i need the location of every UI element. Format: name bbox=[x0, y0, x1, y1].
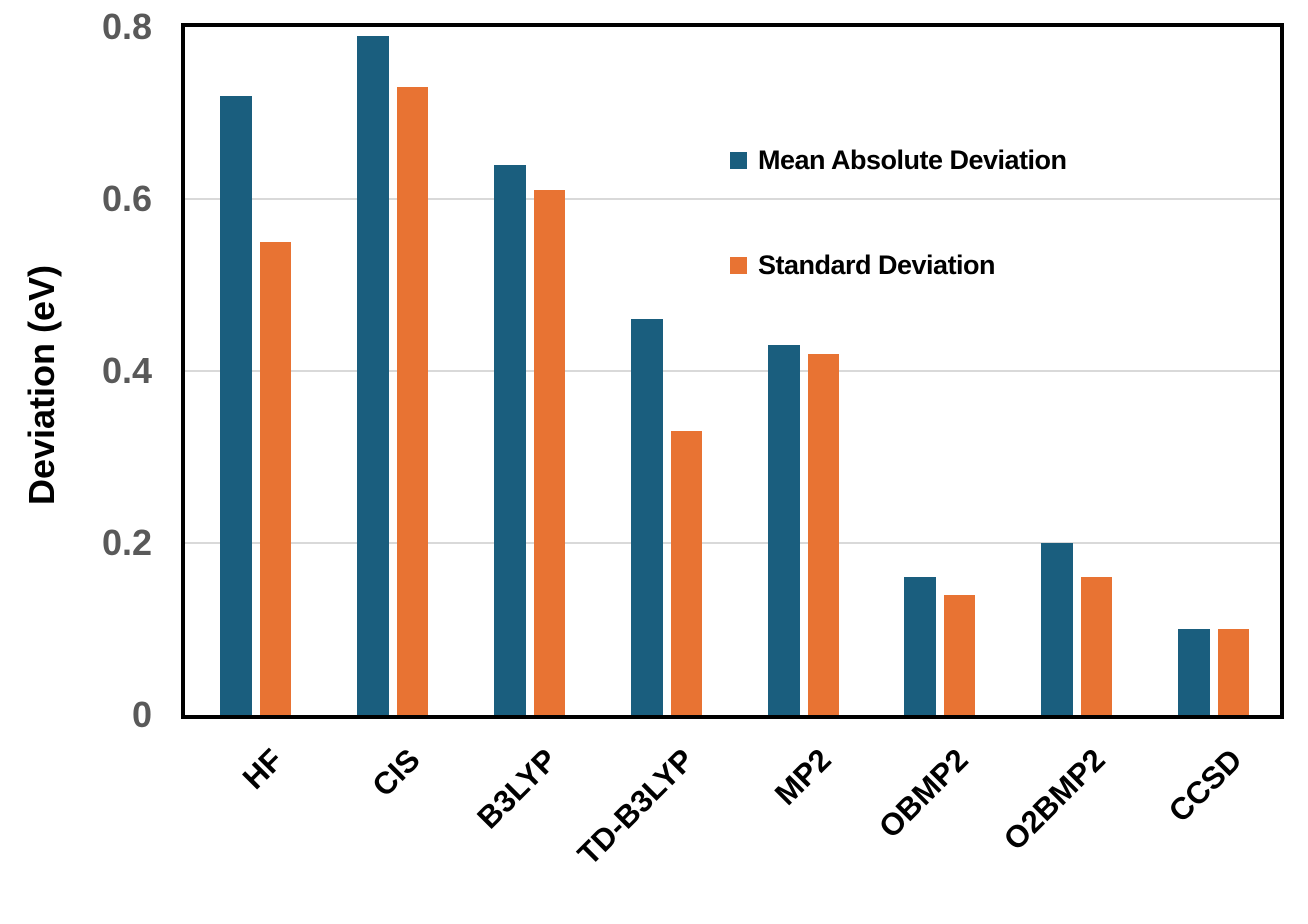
x-tick-label-ccsd: CCSD bbox=[1161, 742, 1249, 829]
legend-entry: Standard Deviation bbox=[730, 250, 1067, 281]
legend-label: Standard Deviation bbox=[758, 250, 996, 280]
bar-mean-absolute-deviation-b3lyp bbox=[493, 164, 526, 715]
x-tick-label-td-b3lyp: TD-B3LYP bbox=[570, 742, 701, 872]
bar-mean-absolute-deviation-hf bbox=[220, 95, 252, 715]
bar-mean-absolute-deviation-mp2 bbox=[767, 345, 800, 715]
y-tick-label: 0.6 bbox=[101, 178, 152, 219]
bar-mean-absolute-deviation-ccsd bbox=[1178, 629, 1211, 715]
x-tick-label-b3lyp: B3LYP bbox=[470, 742, 564, 836]
legend-swatch-icon bbox=[730, 257, 747, 274]
x-tick-label-cis: CIS bbox=[365, 742, 428, 804]
bar-standard-deviation-b3lyp bbox=[533, 190, 565, 715]
plot-area: Mean Absolute Deviation Standard Deviatio… bbox=[181, 23, 1284, 719]
bar-mean-absolute-deviation-td-b3lyp bbox=[630, 319, 663, 715]
bar-standard-deviation-td-b3lyp bbox=[670, 431, 702, 715]
legend-swatch-icon bbox=[730, 152, 747, 169]
y-tick-label: 0.2 bbox=[101, 522, 152, 563]
x-tick-label-hf: HF bbox=[236, 742, 291, 796]
x-tick-label-obmp2: OBMP2 bbox=[871, 742, 975, 845]
bar-standard-deviation-ccsd bbox=[1218, 629, 1250, 715]
y-tick-label: 0.4 bbox=[101, 350, 152, 391]
legend: Mean Absolute Deviation Standard Deviatio… bbox=[730, 145, 1067, 281]
gridline bbox=[185, 198, 1280, 200]
bar-mean-absolute-deviation-cis bbox=[356, 35, 389, 715]
gridline bbox=[185, 542, 1280, 544]
bar-mean-absolute-deviation-o2bmp2 bbox=[1041, 543, 1074, 715]
bar-standard-deviation-obmp2 bbox=[944, 594, 976, 715]
bar-standard-deviation-hf bbox=[260, 242, 291, 715]
bar-standard-deviation-mp2 bbox=[807, 353, 839, 715]
bar-standard-deviation-cis bbox=[396, 87, 428, 715]
gridline bbox=[185, 370, 1280, 372]
x-tick-label-o2bmp2: O2BMP2 bbox=[996, 742, 1112, 857]
y-tick-label: 0.8 bbox=[101, 6, 152, 47]
x-tick-label-mp2: MP2 bbox=[767, 742, 838, 812]
legend-label: Mean Absolute Deviation bbox=[758, 145, 1067, 175]
legend-entry: Mean Absolute Deviation bbox=[730, 145, 1067, 176]
bar-standard-deviation-o2bmp2 bbox=[1081, 577, 1113, 715]
bar-mean-absolute-deviation-obmp2 bbox=[904, 577, 937, 715]
y-tick-label: 0 bbox=[131, 694, 152, 735]
